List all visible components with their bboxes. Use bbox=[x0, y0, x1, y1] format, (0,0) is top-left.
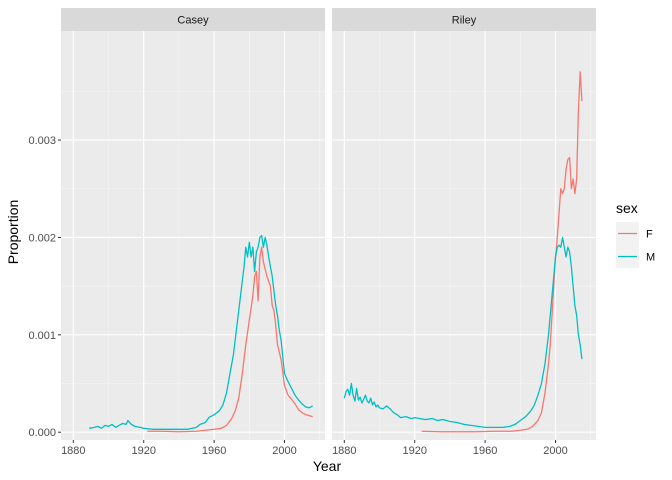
x-tick-label: 1920 bbox=[402, 445, 426, 457]
y-tick-label: 0.000 bbox=[28, 427, 56, 439]
x-tick-label: 1960 bbox=[473, 445, 497, 457]
y-tick-label: 0.003 bbox=[28, 135, 56, 147]
facet-panels: Casey 1880 1920 1960 2000 0.000 0.001 0.002 0.00… bbox=[28, 8, 596, 457]
legend: sex FM bbox=[616, 200, 655, 268]
x-tick-label: 1960 bbox=[202, 445, 226, 457]
facet-strip bbox=[61, 8, 325, 31]
facet-strip-label: Casey bbox=[177, 15, 209, 27]
panel-casey: Casey 1880 1920 1960 2000 0.000 0.001 0.002 0.00… bbox=[28, 8, 325, 457]
legend-entry-m: M bbox=[616, 245, 655, 268]
x-tick-label: 1880 bbox=[61, 445, 85, 457]
legend-entry-f: F bbox=[616, 222, 653, 245]
series-line-f bbox=[147, 246, 313, 433]
panel-background bbox=[332, 31, 596, 440]
series-line-m bbox=[343, 236, 583, 428]
y-tick-label: 0.001 bbox=[28, 330, 56, 342]
facet-strip-label: Riley bbox=[452, 15, 477, 27]
legend-label: F bbox=[646, 229, 653, 241]
x-tick-label: 2000 bbox=[272, 445, 296, 457]
legend-label: M bbox=[646, 252, 655, 264]
x-tick-label: 1920 bbox=[131, 445, 155, 457]
x-tick-label: 1880 bbox=[332, 445, 356, 457]
panel-riley: Riley 1880 1920 1960 2000 bbox=[332, 8, 596, 457]
series-line-m bbox=[89, 234, 313, 430]
legend-entries: FM bbox=[616, 222, 655, 268]
y-tick-label: 0.002 bbox=[28, 232, 56, 244]
x-tick-label: 2000 bbox=[543, 445, 567, 457]
facet-strip bbox=[332, 8, 596, 31]
y-axis-title: Proportion bbox=[5, 200, 21, 265]
legend-title: sex bbox=[616, 200, 638, 216]
panel-background bbox=[61, 31, 325, 440]
x-axis-title: Year bbox=[313, 458, 342, 474]
